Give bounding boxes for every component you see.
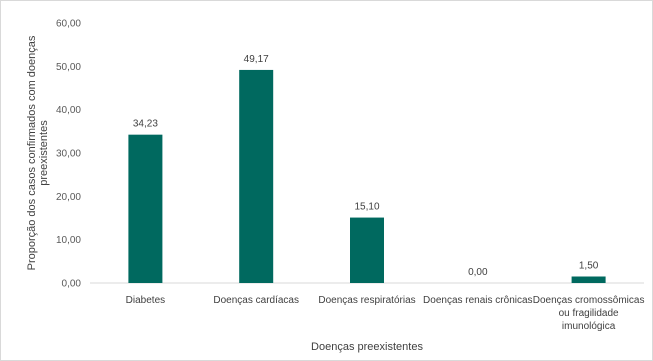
y-tick-label: 50,00 — [56, 62, 81, 73]
category-label: Diabetes — [126, 295, 165, 306]
y-tick-label: 0,00 — [62, 279, 82, 290]
category-label: Doenças respiratórias — [318, 295, 415, 306]
data-label: 1,50 — [579, 261, 599, 272]
bar — [350, 217, 384, 283]
data-label: 0,00 — [468, 267, 488, 278]
y-tick-label: 40,00 — [56, 105, 81, 116]
x-axis-title: Doenças preexistentes — [311, 341, 423, 353]
y-tick-label: 60,00 — [56, 19, 81, 30]
y-axis-ticks: 0,00 10,00 20,00 30,00 40,00 50,00 60,00 — [56, 19, 81, 290]
data-label: 15,10 — [354, 202, 379, 213]
category-label: Doenças renais crônicas — [423, 295, 533, 306]
y-tick-label: 20,00 — [56, 192, 81, 203]
category-label: Doenças cromossômicas ou fragilidade imuno… — [533, 295, 645, 332]
data-label: 34,23 — [133, 119, 158, 130]
y-tick-label: 10,00 — [56, 235, 81, 246]
bar — [128, 134, 163, 283]
category-labels-group: Diabetes Doenças cardíacas Doenças respira… — [126, 295, 645, 332]
bar — [239, 69, 274, 284]
data-labels-group: 34,23 49,17 15,10 0,00 1,50 — [133, 54, 599, 278]
data-label: 49,17 — [244, 54, 269, 65]
y-tick-label: 30,00 — [56, 149, 81, 160]
bar — [571, 276, 606, 283]
y-axis-title: Proporção dos casos confirmados com doen… — [26, 35, 50, 270]
bars-group — [128, 69, 606, 284]
category-label: Doenças cardíacas — [213, 295, 299, 306]
